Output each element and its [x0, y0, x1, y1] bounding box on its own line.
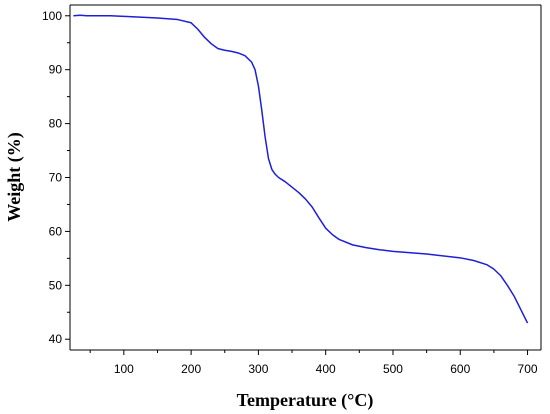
x-tick-label: 300	[248, 362, 268, 376]
x-tick-label: 500	[383, 362, 403, 376]
y-tick-label: 70	[49, 171, 63, 185]
plot-frame	[69, 4, 542, 351]
y-axis-title: Weight (%)	[4, 132, 25, 222]
x-ticks: 100 200 300 400 500 600 700	[89, 350, 538, 376]
x-tick-label: 700	[518, 362, 538, 376]
series-layer	[73, 14, 529, 324]
y-ticks: 40 50 60 70 80 90 100	[42, 9, 70, 346]
x-tick-label: 400	[316, 362, 336, 376]
x-tick-label: 100	[114, 362, 134, 376]
x-tick-label: 200	[181, 362, 201, 376]
x-axis-title: Temperature (°C)	[237, 390, 374, 411]
y-tick-label: 50	[49, 278, 63, 292]
y-tick-label: 100	[42, 9, 62, 23]
y-tick-label: 40	[49, 332, 63, 346]
y-tick-label: 60	[49, 224, 63, 238]
series-line	[73, 14, 529, 324]
x-tick-label: 600	[450, 362, 470, 376]
y-tick-label: 80	[49, 117, 63, 131]
y-tick-label: 90	[49, 63, 63, 77]
